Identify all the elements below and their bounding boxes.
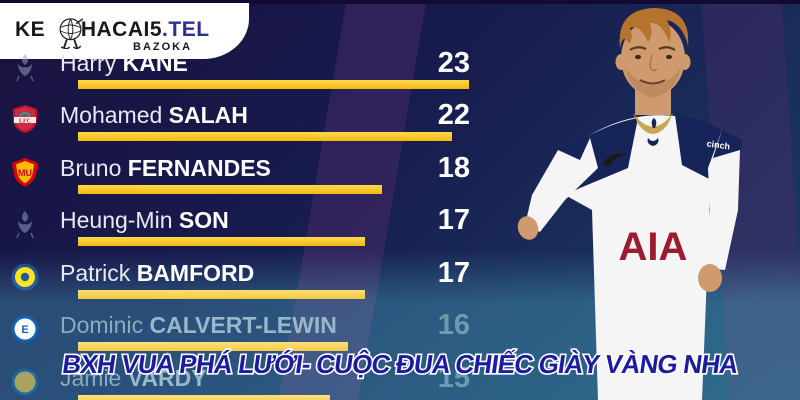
svg-text:MU: MU bbox=[18, 168, 32, 178]
svg-text:AIA: AIA bbox=[619, 225, 688, 269]
svg-text:LFC: LFC bbox=[19, 118, 31, 124]
